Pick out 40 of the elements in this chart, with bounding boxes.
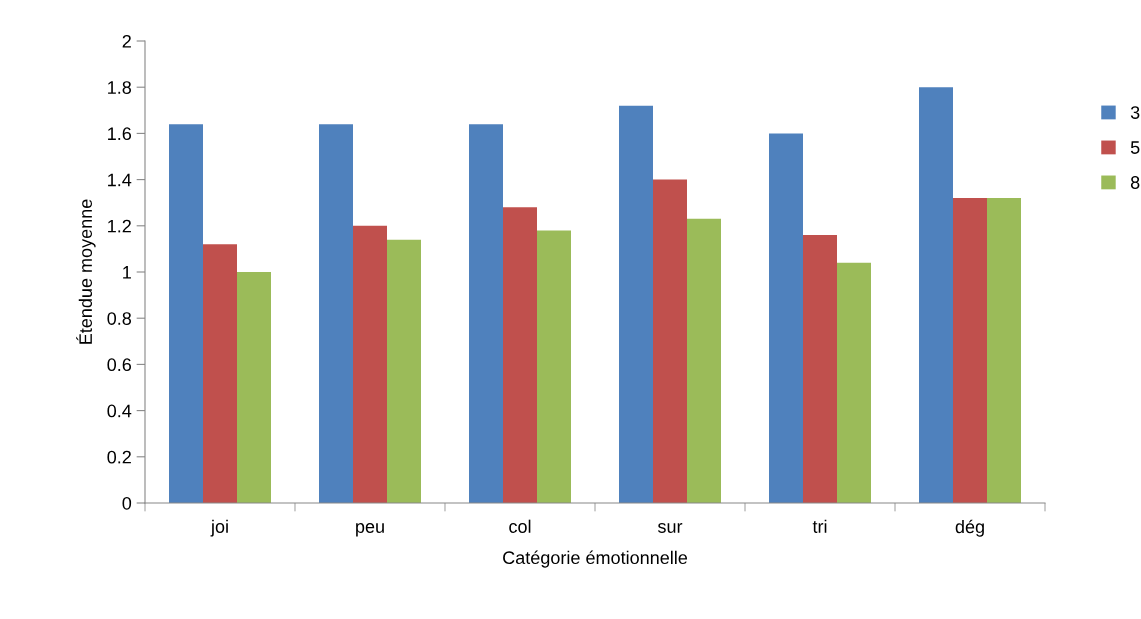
x-tick-label: joi <box>210 519 228 537</box>
bar <box>987 198 1021 503</box>
y-tick-label: 1.4 <box>108 173 132 187</box>
bar <box>203 244 237 503</box>
y-tick-label: 2 <box>122 34 131 48</box>
bar <box>919 87 953 503</box>
y-axis-title: Étendue moyenne <box>76 199 96 344</box>
bar <box>353 225 387 503</box>
bar <box>687 218 721 503</box>
y-tick-label: 1.8 <box>108 81 132 94</box>
x-axis-title: Catégorie émotionnelle <box>503 550 688 568</box>
bar <box>503 207 537 503</box>
legend-label: 3 <box>1130 106 1140 119</box>
bar <box>387 239 421 503</box>
y-tick-label: 1.2 <box>108 219 131 233</box>
x-tick-label: dég <box>955 519 984 537</box>
y-tick-label: 0 <box>122 496 132 510</box>
y-tick-label: 0.2 <box>107 450 131 464</box>
y-tick-label: 0.4 <box>107 404 132 418</box>
bar <box>619 105 653 503</box>
x-tick-label: peu <box>356 523 384 537</box>
bar <box>653 179 687 503</box>
y-tick-label: 1 <box>123 266 131 279</box>
bar <box>953 198 987 503</box>
bar <box>537 230 571 503</box>
bar <box>169 124 203 503</box>
bar <box>803 235 837 503</box>
x-tick-label: col <box>509 519 531 533</box>
legend-label: 5 <box>1130 141 1140 154</box>
legend-label: 8 <box>1130 176 1140 189</box>
y-tick-label: 1.6 <box>108 127 132 141</box>
x-tick-label: sur <box>657 523 683 533</box>
y-tick-label: 0.6 <box>107 358 132 372</box>
x-tick-label: tri <box>812 519 827 533</box>
y-tick-label: 0.8 <box>107 312 132 325</box>
bar <box>469 124 503 503</box>
bar <box>237 272 271 503</box>
bar <box>769 133 803 503</box>
bar <box>319 124 353 503</box>
bar <box>837 262 871 503</box>
